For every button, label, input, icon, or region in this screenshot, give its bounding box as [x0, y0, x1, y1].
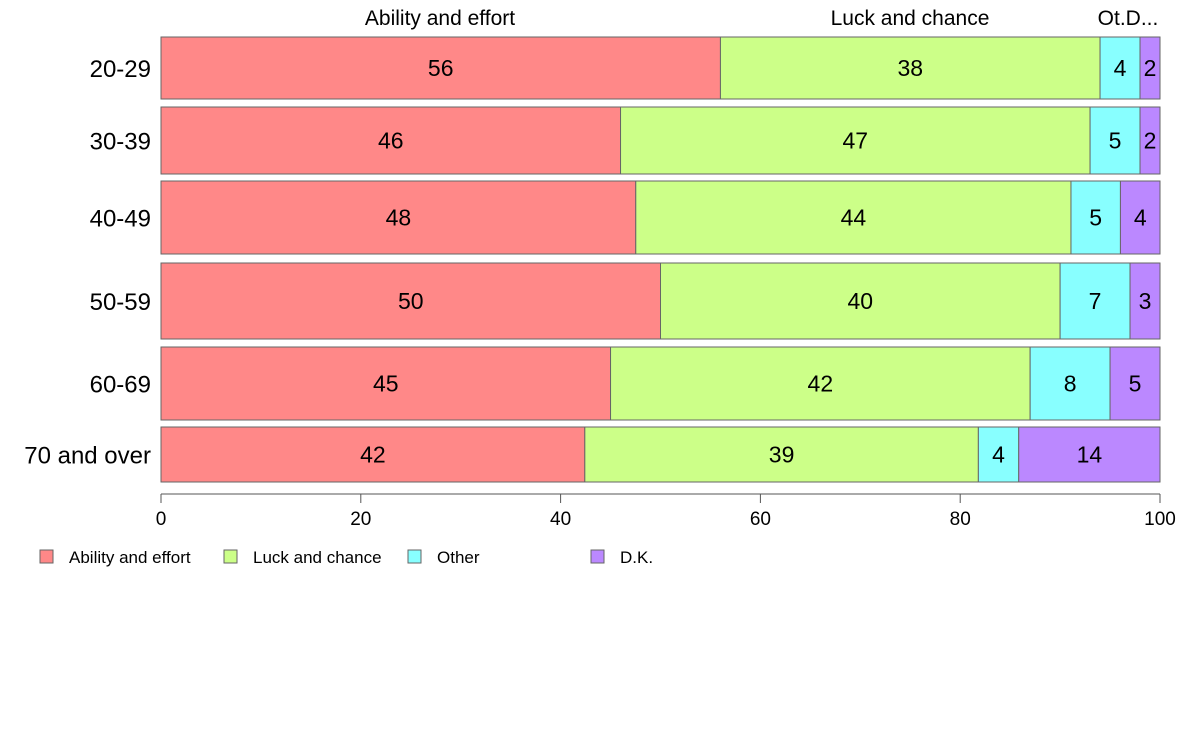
category-label: 60-69 [90, 372, 151, 399]
data-label: 44 [841, 205, 867, 231]
data-label: 2 [1144, 55, 1157, 81]
bar-segment [160, 106, 622, 175]
data-label: 7 [1089, 288, 1102, 314]
data-label: 40 [848, 288, 874, 314]
data-label: 5 [1109, 128, 1122, 154]
bar-segment [1059, 262, 1131, 340]
bar-segment [977, 426, 1020, 483]
x-tick-label: 80 [950, 509, 971, 530]
top-series-label: Ot.D... [1098, 7, 1159, 30]
legend-swatch [407, 549, 422, 564]
data-label: 14 [1077, 442, 1103, 468]
legend-swatch [223, 549, 238, 564]
legend-label: Ability and effort [69, 548, 191, 567]
bar-segment [1129, 262, 1161, 340]
legend-label: Luck and chance [253, 548, 382, 567]
bar-segment [1089, 106, 1141, 175]
bar-segment [719, 36, 1101, 100]
legend-swatch [39, 549, 54, 564]
bar-segment [620, 106, 1091, 175]
bar-segment [660, 262, 1061, 340]
top-series-label: Ability and effort [365, 7, 515, 30]
legend-label: D.K. [620, 548, 653, 567]
category-label: 20-29 [90, 56, 151, 83]
x-tick-label: 100 [1144, 509, 1176, 530]
category-label: 40-49 [90, 206, 151, 233]
category-label: 30-39 [90, 129, 151, 156]
bar-segment [1109, 346, 1161, 421]
data-label: 3 [1139, 288, 1152, 314]
data-label: 4 [992, 442, 1005, 468]
data-label: 42 [360, 442, 386, 468]
bar-segment [1119, 180, 1161, 255]
bar-segment [1099, 36, 1141, 100]
category-label: 50-59 [90, 289, 151, 316]
data-label: 38 [897, 55, 923, 81]
data-label: 4 [1134, 205, 1147, 231]
bar-segment [1139, 36, 1161, 100]
data-label: 50 [398, 288, 424, 314]
data-label: 56 [428, 55, 454, 81]
data-label: 45 [373, 371, 399, 397]
bar-segment [160, 180, 637, 255]
data-label: 5 [1089, 205, 1102, 231]
bar-segment [1029, 346, 1111, 421]
data-label: 4 [1114, 55, 1127, 81]
legend-swatch [590, 549, 605, 564]
bar-segment [160, 36, 721, 100]
data-label: 42 [808, 371, 834, 397]
data-label: 39 [769, 442, 795, 468]
category-label: 70 and over [24, 443, 151, 470]
x-tick-label: 0 [156, 509, 167, 530]
legend-label: Other [437, 548, 480, 567]
bar-segment [160, 262, 661, 340]
bar-segment [1018, 426, 1161, 483]
x-tick-label: 20 [350, 509, 371, 530]
bar-segment [1139, 106, 1161, 175]
data-label: 46 [378, 128, 404, 154]
x-tick-label: 60 [750, 509, 771, 530]
bar-segment [635, 180, 1072, 255]
x-tick-label: 40 [550, 509, 571, 530]
data-label: 48 [386, 205, 412, 231]
data-label: 8 [1064, 371, 1077, 397]
bar-segment [1070, 180, 1121, 255]
top-series-label: Luck and chance [831, 7, 990, 30]
data-label: 47 [843, 128, 869, 154]
data-label: 2 [1144, 128, 1157, 154]
data-label: 5 [1129, 371, 1142, 397]
